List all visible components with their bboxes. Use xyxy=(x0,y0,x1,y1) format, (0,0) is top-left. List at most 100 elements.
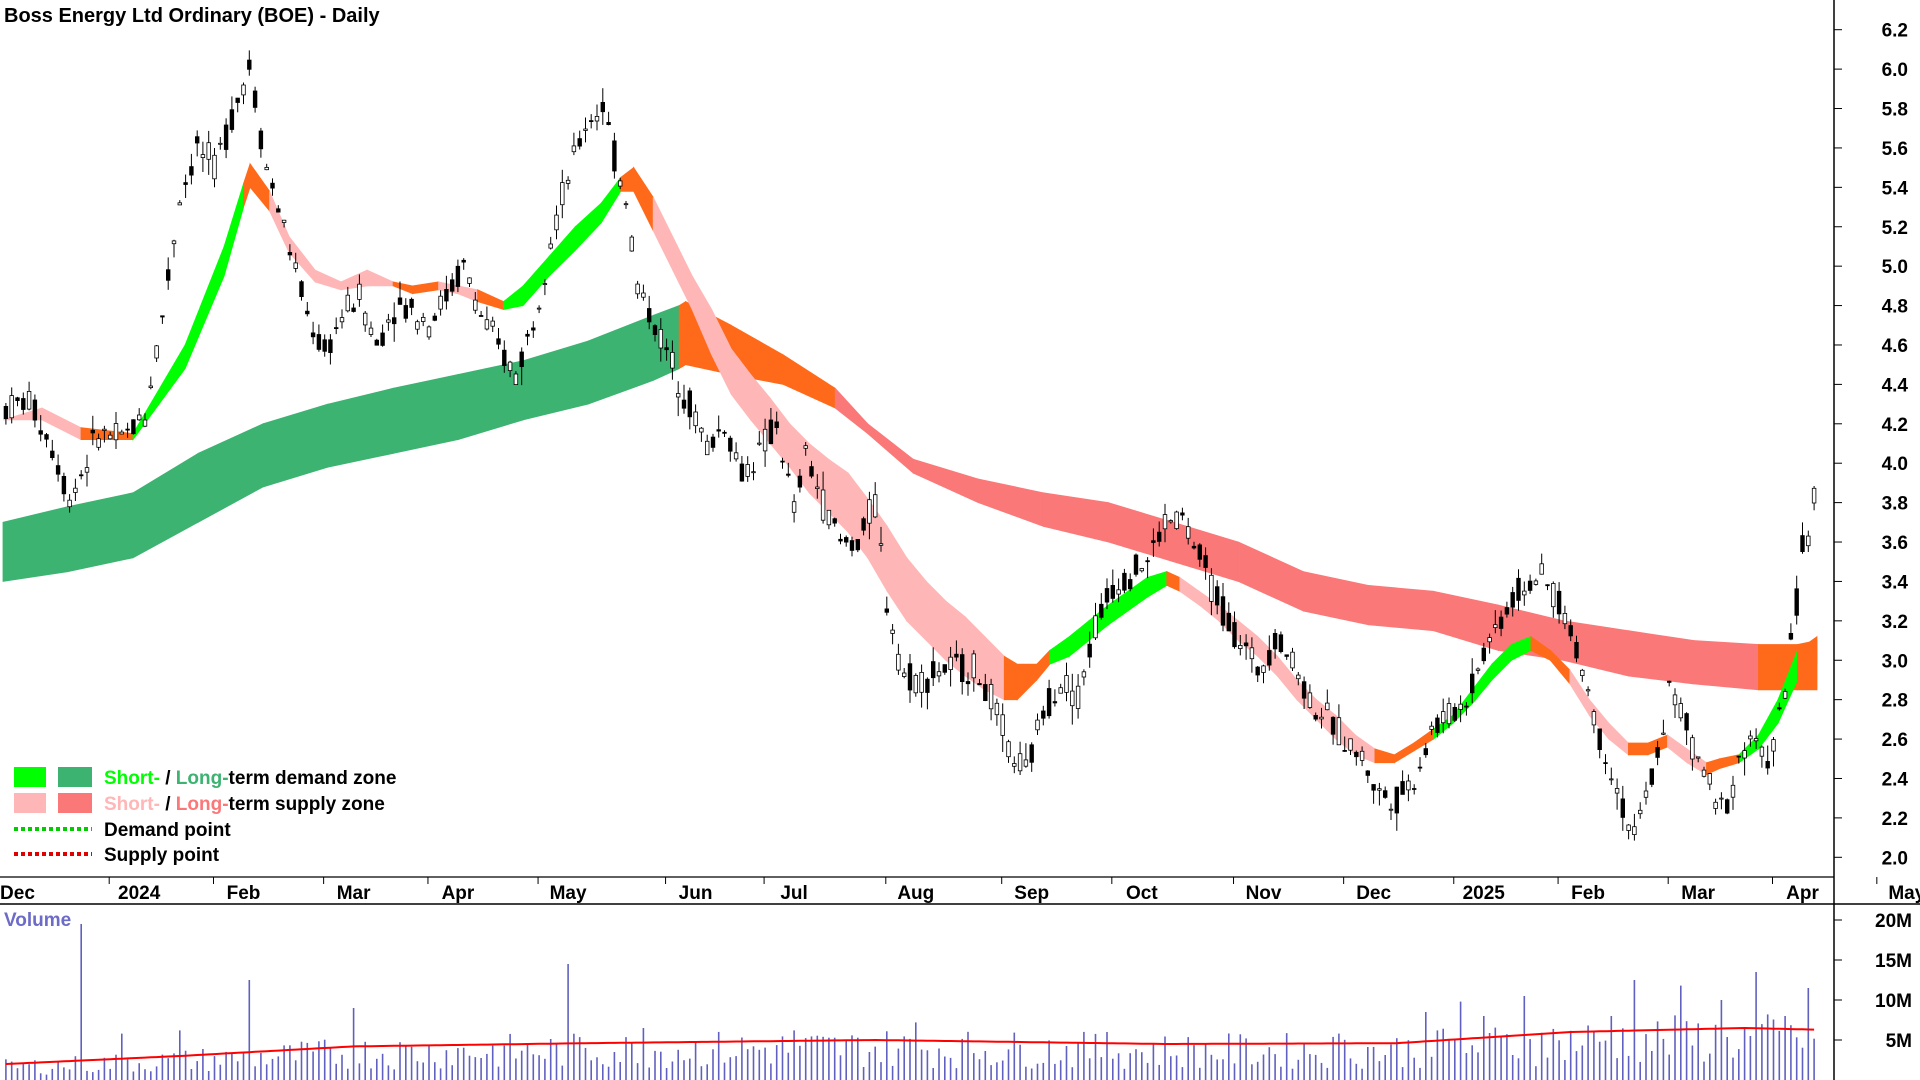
candle-body xyxy=(484,319,490,330)
legend-demand-suffix: term demand zone xyxy=(229,768,397,789)
candle-body xyxy=(1713,801,1718,809)
candle-body xyxy=(142,419,148,427)
candle-body xyxy=(1029,744,1034,763)
candle-body xyxy=(1667,680,1672,683)
candle-body xyxy=(1052,701,1058,704)
candle-body xyxy=(1041,710,1046,719)
date-tick-label: Mar xyxy=(1681,883,1715,904)
date-tick-label: Sep xyxy=(1014,883,1049,904)
legend-supply-point: Supply point xyxy=(104,845,220,866)
candle-body xyxy=(1122,572,1127,591)
candle-body xyxy=(1470,673,1475,694)
candle-body xyxy=(183,182,188,185)
candle-body xyxy=(1104,588,1110,603)
candle-body xyxy=(896,653,901,671)
candle-body xyxy=(1284,654,1289,657)
date-tick-label: 2025 xyxy=(1463,883,1506,904)
candle-body xyxy=(942,664,947,673)
candle-body xyxy=(1116,589,1121,595)
price-tick-label: 4.6 xyxy=(1882,336,1908,357)
candle-body xyxy=(542,283,548,286)
candle-body xyxy=(977,683,982,686)
legend-swatch-short-demand xyxy=(14,767,46,787)
short-term-zone-band xyxy=(2,162,1818,776)
candle-body xyxy=(1759,746,1765,757)
candle-body xyxy=(1139,568,1144,572)
candle-body xyxy=(844,537,849,543)
candle-body xyxy=(571,145,577,153)
candle-body xyxy=(1585,689,1591,692)
candle-body xyxy=(583,128,588,131)
candle-body xyxy=(409,298,414,308)
candle-body xyxy=(1748,735,1753,740)
short-band-segment xyxy=(1003,655,1018,701)
candle-body xyxy=(432,315,437,321)
candle-body xyxy=(241,84,246,96)
candle-body xyxy=(3,405,9,419)
candle-body xyxy=(716,429,721,432)
candle-body xyxy=(670,351,675,369)
volume-tick-label: 20M xyxy=(1875,911,1912,932)
candle-body xyxy=(108,434,113,440)
candle-body xyxy=(873,494,878,518)
price-tick-label: 4.2 xyxy=(1882,415,1908,436)
candle-body xyxy=(1655,747,1660,758)
candle-body xyxy=(1215,586,1220,606)
candle-body xyxy=(815,486,820,490)
candle-body xyxy=(965,681,971,685)
candle-body xyxy=(1191,545,1197,549)
date-tick-label: May xyxy=(1888,883,1920,904)
candle-body xyxy=(565,179,571,184)
candle-body xyxy=(907,663,913,691)
candle-body xyxy=(380,332,385,346)
candle-body xyxy=(647,308,652,323)
price-candles xyxy=(3,50,1817,841)
candle-body xyxy=(96,438,101,448)
candle-body xyxy=(1493,624,1498,629)
price-tick-label: 5.6 xyxy=(1882,139,1908,160)
volume-label: Volume xyxy=(4,910,71,931)
long-band-segment xyxy=(67,492,134,573)
candle-body xyxy=(1220,596,1226,626)
candle-body xyxy=(1533,580,1539,585)
candle-body xyxy=(1719,797,1724,800)
candle-body xyxy=(531,327,536,331)
candle-body xyxy=(525,333,530,337)
candle-body xyxy=(1435,717,1440,733)
candle-body xyxy=(200,154,206,159)
candle-body xyxy=(113,423,119,441)
candle-body xyxy=(809,466,814,477)
candle-body xyxy=(1388,808,1394,811)
candle-body xyxy=(519,351,524,368)
candle-body xyxy=(67,499,72,508)
volume-axis: 5M 10M 15M 20M xyxy=(1834,911,1912,1052)
candle-body xyxy=(490,320,495,327)
candle-body xyxy=(687,390,692,418)
candle-body xyxy=(467,277,472,284)
candle-body xyxy=(1556,590,1562,615)
candle-body xyxy=(536,307,542,310)
volume-tick-label: 5M xyxy=(1886,1031,1912,1052)
candle-body xyxy=(1238,645,1243,650)
candle-body xyxy=(171,240,177,245)
date-tick-label: Nov xyxy=(1246,883,1282,904)
candle-body xyxy=(1452,707,1457,721)
candle-body xyxy=(1638,809,1643,815)
candle-body xyxy=(988,684,994,710)
candle-body xyxy=(299,281,304,298)
price-tick-label: 2.4 xyxy=(1882,769,1909,790)
candle-body xyxy=(38,430,43,435)
candle-body xyxy=(1725,799,1730,814)
long-band-segment xyxy=(392,374,459,454)
candle-body xyxy=(1753,738,1759,742)
candle-body xyxy=(1690,737,1695,760)
date-tick-label: Dec xyxy=(0,883,35,904)
candle-body xyxy=(554,214,559,231)
candle-body xyxy=(1568,625,1573,637)
volume-moving-average xyxy=(5,1026,1815,1065)
candle-body xyxy=(461,259,466,263)
price-tick-label: 3.8 xyxy=(1882,494,1908,515)
date-tick-label: Apr xyxy=(1786,883,1819,904)
legend-swatch-short-supply xyxy=(14,793,46,813)
